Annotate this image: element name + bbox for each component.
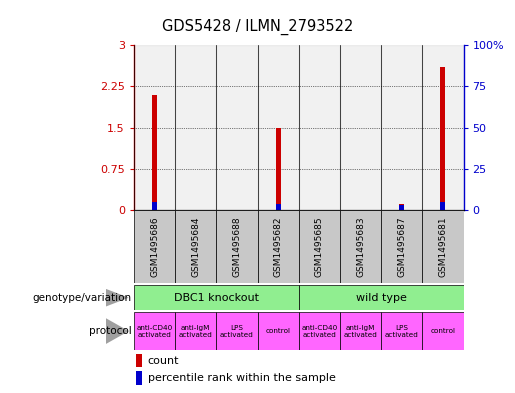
Text: GSM1495681: GSM1495681 bbox=[438, 216, 448, 277]
Bar bbox=[340, 45, 381, 210]
Text: wild type: wild type bbox=[356, 293, 406, 303]
Bar bbox=[276, 128, 281, 210]
Bar bbox=[136, 354, 142, 367]
Bar bbox=[175, 210, 216, 283]
Bar bbox=[422, 312, 464, 350]
Bar bbox=[299, 312, 340, 350]
Bar bbox=[136, 371, 142, 385]
Polygon shape bbox=[106, 289, 129, 307]
Bar bbox=[299, 285, 464, 310]
Bar bbox=[399, 205, 404, 210]
Bar bbox=[381, 45, 422, 210]
Bar bbox=[299, 210, 340, 283]
Text: anti-IgM
activated: anti-IgM activated bbox=[344, 325, 377, 338]
Bar bbox=[216, 45, 258, 210]
Bar bbox=[381, 312, 422, 350]
Bar bbox=[258, 312, 299, 350]
Polygon shape bbox=[106, 318, 129, 344]
Text: control: control bbox=[431, 328, 455, 334]
Text: GSM1495682: GSM1495682 bbox=[273, 217, 283, 277]
Text: control: control bbox=[266, 328, 290, 334]
Bar bbox=[276, 204, 281, 210]
Bar bbox=[340, 312, 381, 350]
Text: GSM1495684: GSM1495684 bbox=[191, 217, 200, 277]
Bar bbox=[258, 210, 299, 283]
Text: anti-CD40
activated: anti-CD40 activated bbox=[136, 325, 173, 338]
Text: DBC1 knockout: DBC1 knockout bbox=[174, 293, 259, 303]
Bar bbox=[134, 312, 175, 350]
Bar bbox=[152, 95, 157, 210]
Text: LPS
activated: LPS activated bbox=[220, 325, 254, 338]
Text: GSM1495687: GSM1495687 bbox=[397, 216, 406, 277]
Text: anti-IgM
activated: anti-IgM activated bbox=[179, 325, 213, 338]
Bar bbox=[216, 210, 258, 283]
Bar bbox=[134, 285, 299, 310]
Text: GSM1495688: GSM1495688 bbox=[232, 216, 242, 277]
Bar bbox=[175, 312, 216, 350]
Bar bbox=[134, 210, 175, 283]
Text: LPS
activated: LPS activated bbox=[385, 325, 419, 338]
Text: GSM1495683: GSM1495683 bbox=[356, 216, 365, 277]
Bar bbox=[152, 202, 157, 210]
Text: GDS5428 / ILMN_2793522: GDS5428 / ILMN_2793522 bbox=[162, 19, 353, 35]
Text: count: count bbox=[148, 356, 179, 366]
Text: protocol: protocol bbox=[89, 326, 131, 336]
Bar bbox=[134, 45, 175, 210]
Bar bbox=[440, 67, 445, 210]
Bar bbox=[381, 210, 422, 283]
Text: GSM1495686: GSM1495686 bbox=[150, 216, 159, 277]
Text: GSM1495685: GSM1495685 bbox=[315, 216, 324, 277]
Bar bbox=[175, 45, 216, 210]
Bar bbox=[422, 210, 464, 283]
Bar bbox=[440, 202, 445, 210]
Bar bbox=[299, 45, 340, 210]
Text: anti-CD40
activated: anti-CD40 activated bbox=[301, 325, 337, 338]
Bar bbox=[399, 204, 404, 210]
Bar bbox=[216, 312, 258, 350]
Text: percentile rank within the sample: percentile rank within the sample bbox=[148, 373, 336, 384]
Bar bbox=[422, 45, 464, 210]
Text: genotype/variation: genotype/variation bbox=[32, 293, 131, 303]
Bar bbox=[340, 210, 381, 283]
Bar bbox=[258, 45, 299, 210]
